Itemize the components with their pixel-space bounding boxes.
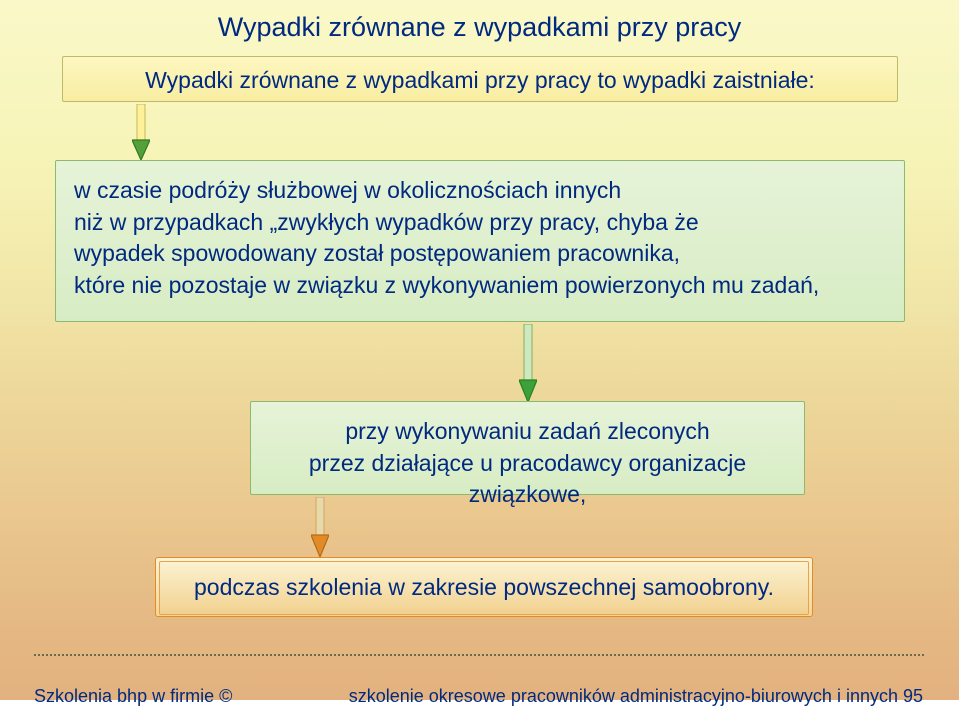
box-c-text: podczas szkolenia w zakresie powszechnej… <box>194 574 774 600</box>
arrow-2-icon <box>519 324 537 400</box>
box-a-line2: niż w przypadkach „zwykłych wypadków prz… <box>74 207 886 239</box>
arrow-3-icon <box>311 497 329 555</box>
box-a-line4: które nie pozostaje w związku z wykonywa… <box>74 270 886 302</box>
subtitle-text: Wypadki zrównane z wypadkami przy pracy … <box>145 67 815 93</box>
footer-right: szkolenie okresowe pracowników administr… <box>349 686 923 707</box>
footer-divider <box>34 654 924 656</box>
slide: Wypadki zrównane z wypadkami przy pracy … <box>0 0 959 700</box>
slide-title: Wypadki zrównane z wypadkami przy pracy <box>0 12 959 43</box>
subtitle-box: Wypadki zrównane z wypadkami przy pracy … <box>62 56 898 102</box>
box-c: podczas szkolenia w zakresie powszechnej… <box>155 557 813 617</box>
box-b: przy wykonywaniu zadań zleconych przez d… <box>250 401 805 495</box>
box-a: w czasie podróży służbowej w okolicznośc… <box>55 160 905 322</box>
arrow-1-icon <box>132 104 150 158</box>
box-a-line1: w czasie podróży służbowej w okolicznośc… <box>74 175 886 207</box>
box-b-line1: przy wykonywaniu zadań zleconych <box>267 416 788 448</box>
box-b-line2: przez działające u pracodawcy organizacj… <box>267 448 788 511</box>
footer-left: Szkolenia bhp w firmie © <box>34 686 232 707</box>
box-a-line3: wypadek spowodowany został postępowaniem… <box>74 238 886 270</box>
